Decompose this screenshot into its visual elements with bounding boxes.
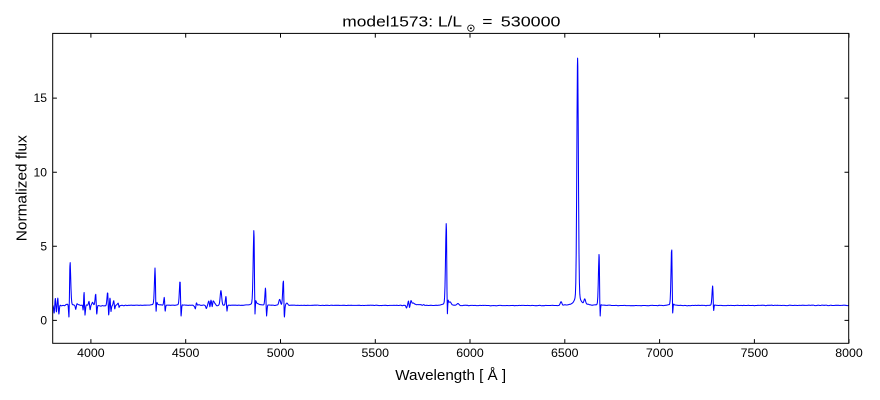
svg-text:4500: 4500	[172, 346, 200, 360]
svg-text:10: 10	[34, 165, 48, 179]
svg-text:4000: 4000	[77, 346, 105, 360]
svg-text:5000: 5000	[267, 346, 295, 360]
svg-text:5: 5	[40, 239, 47, 253]
svg-text:7500: 7500	[741, 346, 769, 360]
svg-text:7000: 7000	[646, 346, 674, 360]
svg-text:8000: 8000	[835, 346, 863, 360]
svg-text:530000: 530000	[501, 15, 561, 31]
svg-text:Normalized flux: Normalized flux	[15, 134, 31, 241]
svg-text:6000: 6000	[456, 346, 484, 360]
svg-text:=: =	[482, 15, 492, 31]
svg-text:Wavelength [ Å ]: Wavelength [ Å ]	[395, 367, 506, 384]
svg-text:15: 15	[34, 91, 48, 105]
svg-text:6500: 6500	[551, 346, 579, 360]
svg-text:model1573: L/L: model1573: L/L	[342, 15, 462, 31]
svg-text:5500: 5500	[362, 346, 390, 360]
svg-text:0: 0	[40, 314, 47, 328]
